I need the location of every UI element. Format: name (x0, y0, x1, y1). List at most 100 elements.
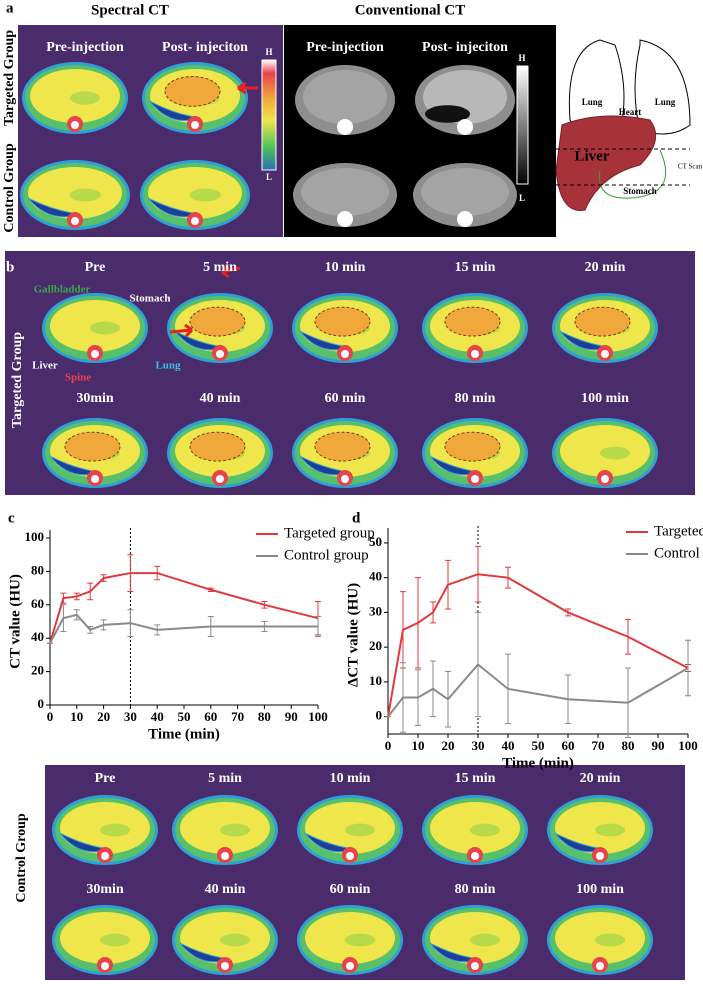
error-bar (445, 559, 451, 610)
patch (70, 91, 100, 105)
time-label: 60 min (330, 882, 371, 897)
x-axis-label: Time (min) (502, 755, 574, 771)
ct-slice (20, 160, 130, 230)
panel-label: a (6, 0, 14, 16)
data-line (387, 663, 689, 718)
annotation: Stomach (130, 293, 171, 305)
x-tick-label: 100 (308, 709, 328, 724)
arrow (237, 81, 258, 95)
y-tick-label: 0 (38, 696, 45, 711)
spine (216, 475, 224, 483)
ct-slice (297, 795, 403, 865)
patch (345, 933, 375, 947)
ct-slice (552, 418, 658, 488)
section-title: Conventional CT (355, 2, 465, 18)
panel-label: b (6, 259, 14, 275)
error-bar (60, 604, 67, 633)
x-tick-label: 30 (124, 709, 137, 724)
time-label: 80 min (455, 882, 496, 897)
spine (471, 350, 479, 358)
error-bar (127, 554, 134, 592)
time-label: 100 min (581, 391, 629, 406)
enhanced-region (189, 431, 246, 462)
x-tick-label: 40 (151, 709, 164, 724)
ct-slice (42, 293, 148, 363)
x-axis-label: Time (min) (148, 726, 220, 742)
ct-slice (167, 418, 273, 488)
error-bar (430, 601, 436, 624)
x-tick-label: 10 (412, 738, 425, 753)
x-tick-label: 20 (442, 738, 455, 753)
spine (601, 350, 609, 358)
spine (457, 211, 473, 227)
time-label: 40 min (205, 882, 246, 897)
error-bar (415, 669, 421, 726)
spine (101, 852, 109, 860)
spine (346, 852, 354, 860)
spine (71, 121, 79, 129)
annotation: Spine (65, 372, 91, 384)
error-bar (154, 624, 161, 636)
time-label: 40 min (200, 391, 241, 406)
legend-label: Control group (654, 545, 703, 561)
body-inner (303, 70, 387, 124)
error-bar (445, 670, 451, 728)
time-label: 100 min (576, 882, 624, 897)
time-label: 10 min (330, 771, 371, 786)
error-bar (261, 600, 268, 609)
body-inner (421, 168, 509, 216)
x-tick-label: 100 (678, 738, 698, 753)
spine (337, 211, 353, 227)
column-label: Pre-injection (46, 40, 124, 55)
x-tick-label: 70 (592, 738, 605, 753)
spine (596, 852, 604, 860)
y-tick-label: 20 (31, 663, 44, 678)
x-tick-label: 60 (204, 709, 217, 724)
spine (601, 475, 609, 483)
x-tick-label: 0 (47, 709, 54, 724)
row-label: Targeted Group (2, 30, 17, 126)
error-bar (505, 653, 511, 725)
time-label: 20 min (585, 260, 626, 275)
annotation: Gallbladder (34, 284, 91, 296)
spine (471, 475, 479, 483)
patch (470, 823, 500, 837)
row-label: Control Group (2, 143, 17, 233)
data-line (49, 613, 318, 644)
patch (600, 446, 630, 460)
spine (91, 350, 99, 358)
ct-slice (142, 62, 248, 134)
enhanced-region (189, 306, 246, 337)
ct-slice (172, 795, 278, 865)
patch (100, 933, 130, 947)
patch (100, 823, 130, 837)
patch (220, 933, 250, 947)
error-bar (73, 592, 80, 601)
error-bar (154, 565, 161, 581)
x-tick-label: 70 (231, 709, 244, 724)
spine (221, 962, 229, 970)
time-label: 30min (76, 391, 114, 406)
error-bar (415, 577, 421, 669)
ct-slice (415, 65, 515, 135)
legend-label: Control group (284, 547, 369, 563)
lung (425, 105, 470, 123)
x-tick-label: 80 (258, 709, 271, 724)
spine (191, 217, 199, 225)
arrow (169, 264, 241, 338)
anatomy-diagram (555, 39, 691, 211)
x-tick-label: 40 (502, 738, 515, 753)
spine (346, 962, 354, 970)
patch (345, 823, 375, 837)
ct-slice (292, 293, 398, 363)
section-title: Spectral CT (91, 2, 169, 18)
diagram-label: Liver (575, 148, 610, 164)
scale-low: L (519, 193, 525, 203)
y-tick-label: 10 (369, 673, 382, 688)
y-tick-label: 40 (31, 629, 44, 644)
error-bar (625, 667, 631, 738)
spine (341, 350, 349, 358)
diagram-label: Heart (619, 107, 642, 117)
patch (90, 321, 120, 335)
